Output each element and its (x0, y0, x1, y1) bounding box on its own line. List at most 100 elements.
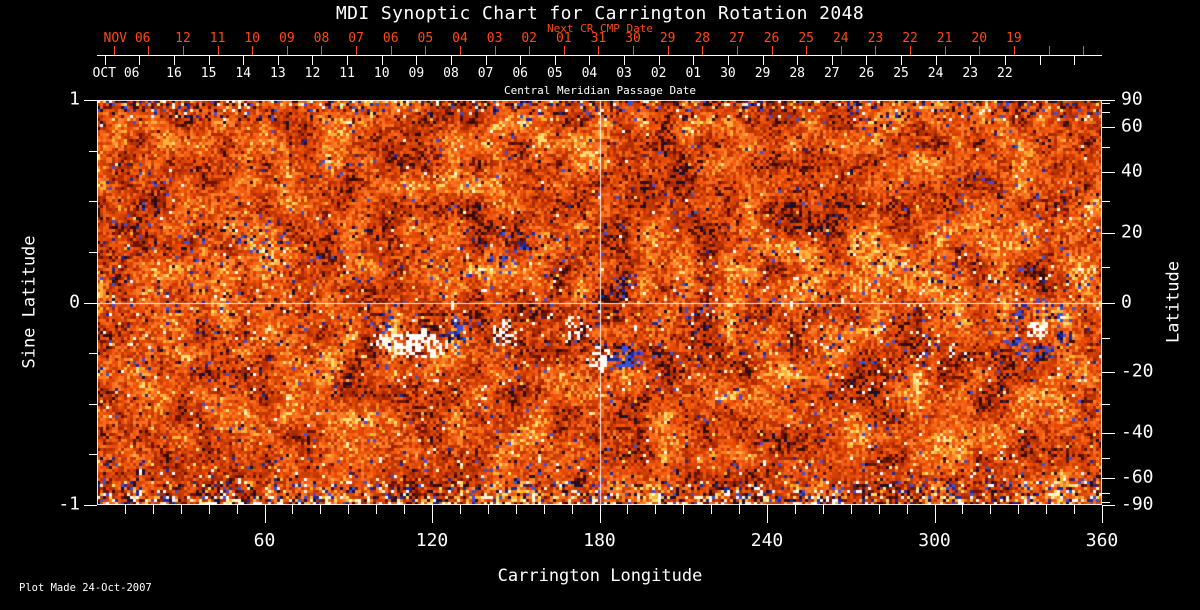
date-axis-line (97, 55, 1102, 56)
next-cr-day-label: 30 (625, 31, 641, 46)
next-cr-date-tick (1048, 46, 1050, 55)
cmp-date-tick (831, 56, 833, 65)
right-axis-tick (1102, 302, 1115, 304)
next-cr-day-label: 31 (590, 31, 607, 46)
right-axis-tick-label: -40 (1121, 421, 1154, 443)
right-axis-tick (1102, 147, 1110, 149)
next-cr-date-tick (944, 46, 946, 55)
next-cr-day-label: 07 (348, 31, 364, 46)
bottom-axis-tick (152, 505, 154, 514)
cmp-date-tick (554, 56, 556, 65)
right-axis-tick (1102, 505, 1115, 506)
bottom-axis-tick (432, 505, 433, 523)
chart-title: MDI Synoptic Chart for Carrington Rotati… (335, 3, 865, 24)
next-cr-date-tick (806, 46, 808, 55)
cmp-date-tick (485, 56, 487, 65)
cmp-date-tick (312, 56, 314, 65)
bottom-axis-tick (850, 505, 852, 514)
next-cr-date-tick (148, 46, 150, 55)
next-cr-date-tick (633, 46, 635, 55)
cmp-date-tick (520, 56, 522, 65)
next-cr-date-tick (286, 46, 288, 55)
cmp-date-tick (901, 56, 903, 65)
bottom-axis-tick (599, 505, 601, 523)
next-cr-date-tick (598, 46, 600, 55)
right-axis-tick (1102, 267, 1110, 269)
right-axis-tick (1102, 337, 1110, 339)
cmp-day-label: 01 (685, 66, 702, 81)
cmp-day-label: 30 (720, 66, 736, 81)
cmp-day-label: 13 (270, 66, 286, 81)
right-axis-tick (1102, 201, 1110, 203)
bottom-axis-tick (236, 505, 238, 514)
right-axis-tick-label: 0 (1121, 291, 1132, 313)
next-cr-day-label: 26 (763, 31, 780, 46)
next-cr-day-label: 29 (659, 31, 676, 46)
cmp-date-tick (589, 56, 591, 65)
bottom-axis-tick (878, 505, 880, 514)
cmp-day-label: 12 (304, 66, 321, 81)
cmp-date-tick (1074, 56, 1076, 65)
cmp-month-label: OCT 06 (92, 66, 140, 81)
left-axis-tick (89, 403, 97, 405)
cmp-day-label: 27 (823, 66, 840, 81)
right-axis-tick (1102, 403, 1110, 405)
next-cr-date-tick (840, 46, 842, 55)
next-cr-day-label: 06 (382, 31, 399, 46)
left-axis-tick-label: -1 (58, 493, 80, 515)
bottom-axis-tick (962, 505, 964, 514)
cmp-day-label: 16 (166, 66, 182, 81)
bottom-axis-tick (822, 505, 824, 514)
cmp-date-tick (450, 56, 452, 65)
bottom-axis-tick (320, 505, 322, 514)
magnetogram-image (97, 100, 1102, 505)
bottom-axis-tick (348, 505, 350, 514)
cmp-axis-title: Central Meridian Passage Date (503, 84, 697, 97)
next-cr-date-tick (1083, 46, 1085, 55)
next-cr-day-label: 19 (1006, 31, 1022, 46)
next-cr-day-label: 02 (521, 31, 538, 46)
cmp-day-label: 11 (339, 66, 355, 81)
cmp-day-label: 22 (997, 66, 1013, 81)
next-cr-cmp-date-label: Next CR CMP Date (547, 22, 653, 35)
bottom-axis-tick (1018, 505, 1020, 514)
next-cr-day-label: 22 (902, 31, 918, 46)
bottom-axis-tick (543, 505, 545, 514)
cmp-date-tick (624, 56, 626, 65)
bottom-axis-tick (711, 505, 713, 514)
left-axis-tick (89, 353, 97, 355)
next-cr-date-tick (979, 46, 981, 55)
next-cr-day-label: 20 (971, 31, 988, 46)
cmp-date-tick (277, 56, 279, 65)
bottom-axis-tick-label: 300 (918, 530, 951, 551)
right-axis-tick (1102, 112, 1110, 114)
next-cr-day-label: 28 (694, 31, 711, 46)
cmp-day-label: 14 (235, 66, 252, 81)
bottom-axis-tick (208, 505, 210, 514)
next-cr-date-tick (390, 46, 392, 55)
right-axis-tick (1102, 172, 1115, 174)
bottom-axis-tick (124, 505, 126, 514)
bottom-axis-tick (627, 505, 629, 514)
next-cr-date-tick (529, 46, 531, 55)
cmp-day-label: 06 (512, 66, 529, 81)
right-axis-title: Latitude (1163, 261, 1184, 343)
right-axis-tick-label: -90 (1121, 493, 1154, 515)
left-axis-tick (84, 100, 97, 101)
bottom-axis-tick (1074, 505, 1076, 514)
bottom-axis-tick (794, 505, 796, 514)
bottom-axis-tick (767, 505, 768, 523)
cmp-date-tick (347, 56, 349, 65)
bottom-axis-tick (934, 505, 936, 523)
next-cr-day-label: 10 (244, 31, 261, 46)
cmp-day-label: 02 (650, 66, 667, 81)
right-axis-tick-label: 90 (1121, 88, 1143, 110)
bottom-axis-tick (515, 505, 517, 514)
right-axis-tick (1102, 477, 1115, 479)
cmp-date-tick (416, 56, 418, 65)
cmp-date-tick (104, 56, 106, 65)
next-cr-date-tick (771, 46, 773, 55)
cmp-date-tick (174, 56, 175, 65)
right-axis-tick-label: 60 (1121, 115, 1143, 137)
